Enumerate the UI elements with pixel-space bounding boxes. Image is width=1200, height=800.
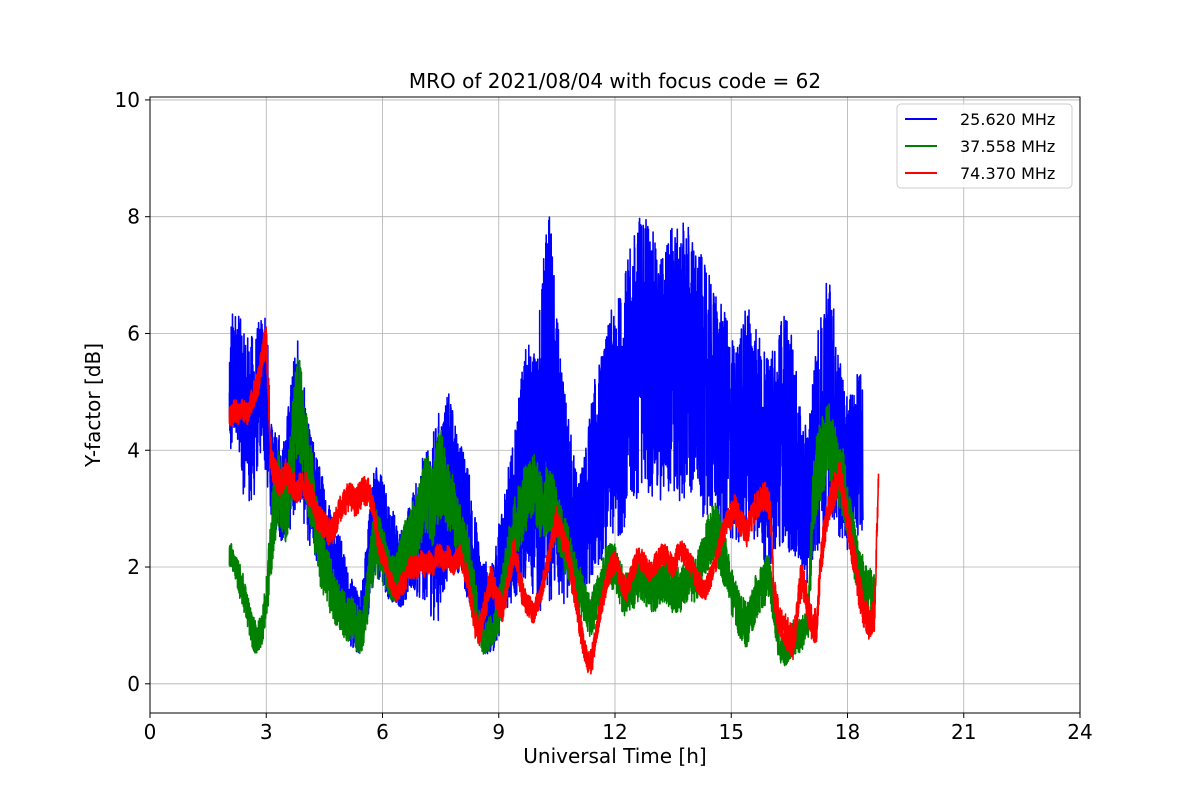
x-tick-label: 0: [144, 720, 157, 744]
y-tick-label: 4: [127, 438, 140, 462]
series-2: [228, 326, 880, 675]
legend-label: 25.620 MHz: [960, 110, 1055, 129]
x-tick-label: 9: [492, 720, 505, 744]
series-layer: [228, 216, 880, 675]
x-tick-label: 15: [719, 720, 744, 744]
series-line-2: [228, 326, 880, 675]
y-tick-label: 10: [115, 88, 140, 112]
x-tick-label: 18: [835, 720, 860, 744]
x-tick-label: 21: [951, 720, 976, 744]
chart-title: MRO of 2021/08/04 with focus code = 62: [409, 69, 821, 93]
series-1: [228, 357, 876, 667]
legend-box: [896, 103, 1073, 189]
legend-label: 74.370 MHz: [960, 164, 1055, 183]
y-tick-label: 6: [127, 321, 140, 345]
y-tick-label: 2: [127, 555, 140, 579]
y-axis-label: Y-factor [dB]: [81, 343, 105, 468]
x-tick-label: 6: [376, 720, 389, 744]
y-tick-label: 8: [127, 205, 140, 229]
x-axis-label: Universal Time [h]: [523, 744, 706, 768]
x-tick-label: 3: [260, 720, 273, 744]
x-tick-label: 12: [602, 720, 627, 744]
series-line-1: [228, 357, 876, 667]
y-tick-label: 0: [127, 672, 140, 696]
legend-label: 37.558 MHz: [960, 137, 1055, 156]
x-tick-label: 24: [1067, 720, 1092, 744]
legend: 25.620 MHz 37.558 MHz 74.370 MHz: [896, 103, 1073, 189]
